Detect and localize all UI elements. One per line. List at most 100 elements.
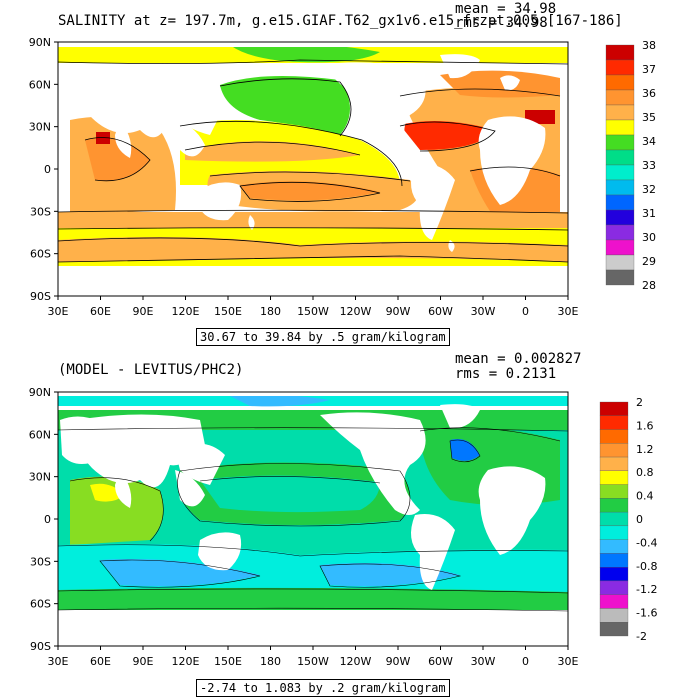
lat-label: 30N [29,121,51,134]
colorbar-swatch [605,239,635,256]
colorbar-swatch [599,498,629,513]
colorbar-swatch [605,269,635,286]
panel2-contours [58,427,568,612]
lat-label: 0 [44,163,51,176]
lon-label: 180 [260,305,281,318]
lon-label: 150W [297,655,329,668]
lon-label: 30E [48,655,69,668]
panel1-mean: mean = 34.98 [455,1,557,17]
panel2-land [58,392,568,646]
lon-label: 60W [428,305,453,318]
colorbar-swatch [605,134,635,151]
lon-label: 60E [90,655,111,668]
colorbar-label: 1.2 [636,443,654,456]
lon-label: 30E [48,305,69,318]
lat-label: 90S [30,640,51,653]
colorbar-swatch [605,74,635,91]
panel2-mean: mean = 0.002827 [455,351,582,367]
colorbar-swatch [599,580,629,595]
colorbar-label: 1.6 [636,419,654,432]
lon-label: 90W [386,655,411,668]
lon-label: 120W [340,305,372,318]
lon-label: 120W [340,655,372,668]
colorbars: 38 37 36 35 34 33 32 31 30 29 28 2 1.6 1.2 0.8 0.4 0 -0.4… [599,39,657,643]
colorbar-swatch [599,429,629,444]
colorbar-label: 38 [642,39,656,52]
axes: 90N 60N 30N 0 30S 60S 90S 30E 60E 90E 120E 150E 180 1… [29,36,579,668]
colorbar-label: 0.8 [636,466,654,479]
lat-label: 30S [30,555,51,568]
panel1-contours [58,59,568,263]
colorbar-swatch [599,594,629,609]
lat-label: 60S [30,248,51,261]
panel2-title: (MODEL - LEVITUS/PHC2) [58,362,244,378]
colorbar-label: 37 [642,63,656,76]
lon-label: 150E [214,655,242,668]
colorbar-swatch [605,164,635,181]
lon-label: 150W [297,305,329,318]
colorbar-swatch [599,553,629,568]
colorbar-label: -1.2 [636,583,657,596]
colorbar-swatch [605,59,635,76]
colorbar-swatch [599,443,629,458]
colorbar-swatch [605,254,635,271]
lon-label: 90E [133,305,154,318]
lon-label: 30W [471,655,496,668]
colorbar-label: 0 [636,513,643,526]
lon-label: 30E [558,655,579,668]
colorbar-label: -1.6 [636,607,657,620]
colorbar-label: 29 [642,255,656,268]
colorbar-swatch [605,149,635,166]
lon-label: 150E [214,305,242,318]
lat-label: 30N [29,471,51,484]
panel1-rms: rms = 34.98 [455,15,548,31]
colorbar-swatch [599,484,629,499]
panel1-title: SALINITY at z= 197.7m, g.e15.GIAF.T62_gx… [58,13,623,29]
colorbar-swatch [605,224,635,241]
panel1-land [58,42,568,296]
colorbar-label: 32 [642,183,656,196]
colorbar-swatch [599,401,629,416]
lon-label: 0 [522,655,529,668]
lat-label: 60S [30,598,51,611]
panel1-range-note: 30.67 to 39.84 by .5 gram/kilogram [196,328,450,346]
colorbar-label: -2 [636,630,647,643]
lon-label: 60E [90,305,111,318]
lat-label: 90N [29,36,51,49]
panel2-rms: rms = 0.2131 [455,366,557,382]
colorbar-label: 31 [642,207,656,220]
lon-label: 30W [471,305,496,318]
colorbar-swatch [599,539,629,554]
colorbar-label: -0.8 [636,560,657,573]
colorbar-swatch [605,104,635,121]
colorbar-swatch [599,567,629,582]
lat-label: 30S [30,205,51,218]
colorbar-label: 36 [642,87,656,100]
colorbar-swatch [599,470,629,485]
lon-label: 0 [522,305,529,318]
lon-label: 120E [172,305,200,318]
lat-label: 90N [29,386,51,399]
colorbar-label: 34 [642,135,656,148]
colorbar-label: 30 [642,231,656,244]
lat-label: 60N [29,428,51,441]
colorbar-swatch [605,194,635,211]
colorbar-label: 33 [642,159,656,172]
colorbar-swatch [605,209,635,226]
colorbar-swatch [605,179,635,196]
panel2-range-note: -2.74 to 1.083 by .2 gram/kilogram [196,679,450,697]
lon-label: 30E [558,305,579,318]
lon-label: 90W [386,305,411,318]
colorbar-swatch [599,415,629,430]
colorbar-swatch [605,44,635,61]
colorbar-swatch [599,456,629,471]
colorbar-swatch [599,511,629,527]
lat-label: 60N [29,78,51,91]
colorbar-swatch [599,622,629,637]
colorbar-label: 28 [642,279,656,292]
lon-label: 90E [133,655,154,668]
lon-label: 120E [172,655,200,668]
colorbar-label: 2 [636,396,643,409]
colorbar-swatch [599,608,629,623]
